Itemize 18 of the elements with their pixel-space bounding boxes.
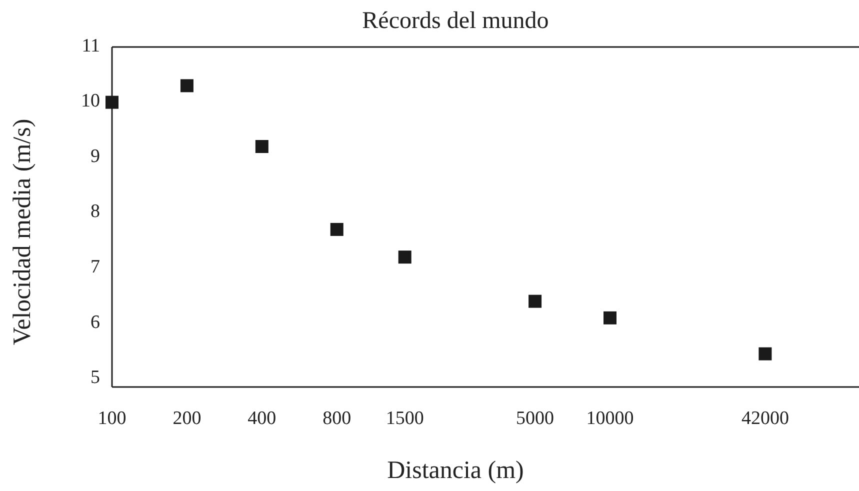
x-tick-label: 400 <box>248 408 276 429</box>
y-tick-label: 8 <box>90 201 100 222</box>
x-tick-label: 5000 <box>516 408 554 429</box>
y-tick-label: 11 <box>82 35 100 56</box>
y-tick-label: 10 <box>81 90 100 112</box>
chart-title: Récords del mundo <box>362 8 549 34</box>
x-axis-title: Distancia (m) <box>387 457 524 484</box>
x-tick-label: 800 <box>322 408 352 429</box>
y-tick-label: 5 <box>90 367 100 388</box>
y-tick-label: 6 <box>90 312 100 333</box>
x-tick-label: 42000 <box>741 408 789 429</box>
y-tick-label: 9 <box>90 146 100 167</box>
y-axis-title: Velocidad media (m/s) <box>9 118 36 346</box>
y-tick-label: 7 <box>90 256 100 278</box>
x-tick-label: 10000 <box>586 408 634 429</box>
x-tick-label: 100 <box>98 408 126 429</box>
x-tick-label: 1500 <box>386 408 424 429</box>
x-tick-label: 200 <box>172 408 202 429</box>
